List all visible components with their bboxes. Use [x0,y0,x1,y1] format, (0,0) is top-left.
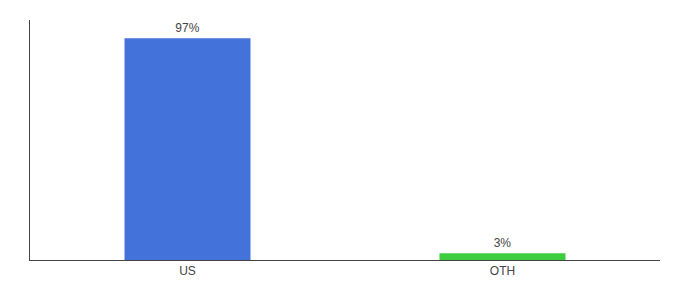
svg-text:3%: 3% [494,236,512,250]
svg-text:US: US [179,264,196,278]
svg-text:OTH: OTH [490,264,515,278]
svg-text:97%: 97% [175,21,199,35]
